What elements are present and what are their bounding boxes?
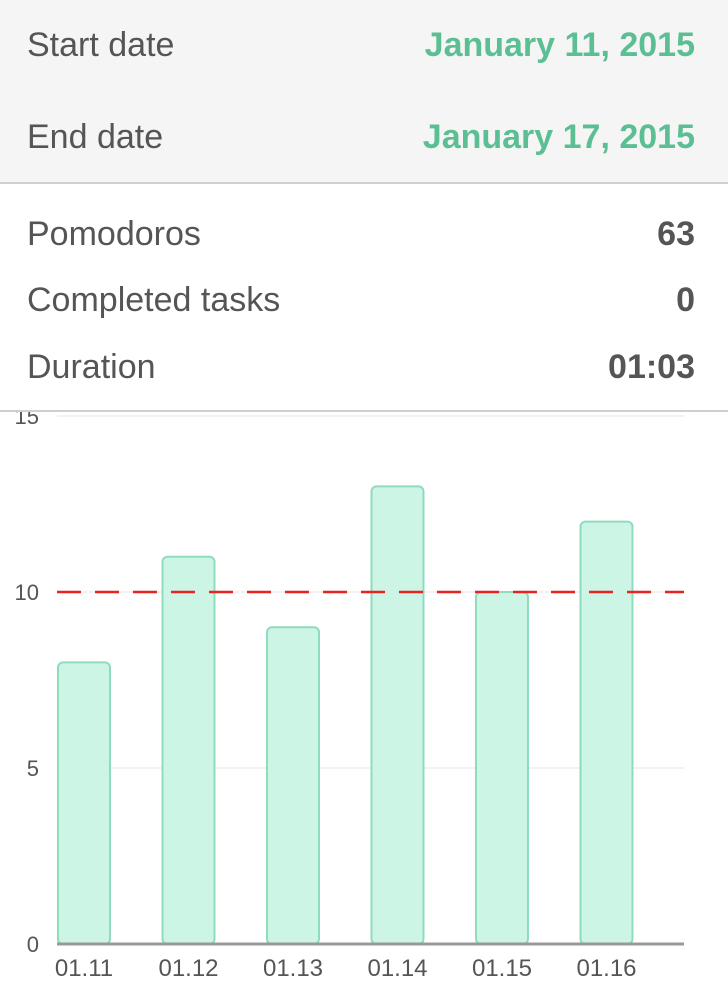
x-tick-label: 01.15 — [472, 955, 532, 982]
bar-01-13 — [266, 626, 320, 945]
bar-01-11 — [57, 661, 111, 945]
bar-chart-svg: 0 5 10 15 01.11 01.12 01.13 01.14 01.15 01.16 — [15, 412, 684, 982]
start-date-value[interactable]: January 11, 2015 — [424, 26, 695, 64]
x-tick-label: 01.14 — [367, 955, 427, 982]
completed-tasks-row: Completed tasks 0 — [0, 270, 728, 330]
end-date-value[interactable]: January 17, 2015 — [422, 118, 695, 156]
end-date-row[interactable]: End date January 17, 2015 — [0, 107, 728, 167]
y-tick-label: 0 — [27, 932, 39, 957]
y-tick-label: 5 — [27, 756, 39, 781]
y-tick-label: 10 — [15, 580, 39, 605]
stats-panel: Pomodoros 63 Completed tasks 0 Duration … — [0, 184, 728, 412]
x-tick-label: 01.13 — [263, 955, 323, 982]
y-tick-label: 15 — [15, 412, 39, 429]
end-date-label: End date — [27, 118, 164, 156]
pomodoros-value: 63 — [657, 215, 695, 253]
duration-label: Duration — [27, 348, 156, 386]
completed-tasks-value: 0 — [676, 281, 695, 319]
bar-01-15 — [475, 591, 529, 945]
bar-01-14 — [370, 485, 425, 946]
start-date-row[interactable]: Start date January 11, 2015 — [0, 15, 728, 75]
duration-row: Duration 01:03 — [0, 337, 728, 397]
x-tick-label: 01.12 — [158, 955, 218, 982]
start-date-label: Start date — [27, 26, 175, 64]
pomodoro-chart: 0 5 10 15 01.11 01.12 01.13 01.14 01.15 01.16 — [0, 412, 728, 998]
bar-01-16 — [579, 520, 634, 945]
x-tick-label: 01.16 — [576, 955, 636, 982]
pomodoros-row: Pomodoros 63 — [0, 204, 728, 264]
completed-tasks-label: Completed tasks — [27, 281, 281, 319]
x-tick-label: 01.11 — [55, 955, 113, 982]
date-range-panel: Start date January 11, 2015 End date Jan… — [0, 0, 728, 184]
duration-value: 01:03 — [608, 348, 695, 386]
pomodoros-label: Pomodoros — [27, 215, 201, 253]
bar-01-12 — [161, 555, 216, 946]
